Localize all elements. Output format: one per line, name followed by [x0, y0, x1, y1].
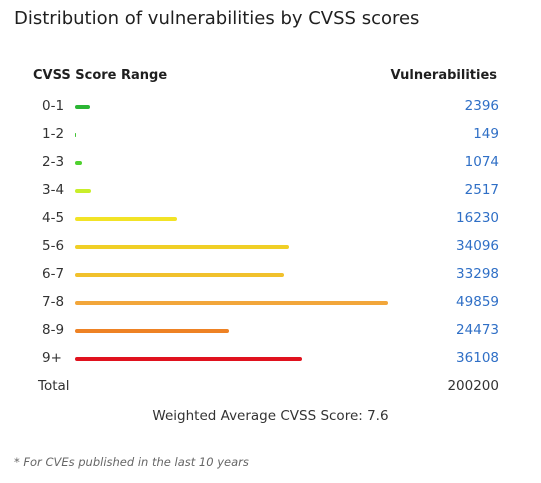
vulnerability-count-link[interactable]: 1074 [464, 154, 499, 170]
cvss-row-2-3: 2-3 1074 [0, 148, 541, 176]
range-label: 1-2 [42, 126, 65, 142]
bar [75, 161, 82, 165]
total-value: 200200 [447, 378, 499, 394]
vulnerability-count-link[interactable]: 149 [473, 126, 499, 142]
range-label: 3-4 [42, 182, 65, 198]
total-row: Total 200200 [0, 378, 541, 398]
cvss-row-1-2: 1-2 149 [0, 120, 541, 148]
total-label: Total [38, 378, 70, 394]
range-label: 9+ [42, 350, 62, 366]
range-label: 7-8 [42, 294, 65, 310]
cvss-row-7-8: 7-8 49859 [0, 288, 541, 316]
range-label: 2-3 [42, 154, 65, 170]
bar [75, 245, 289, 249]
range-label: 4-5 [42, 210, 65, 226]
bar [75, 189, 91, 193]
vulnerability-count-link[interactable]: 36108 [456, 350, 499, 366]
cvss-row-4-5: 4-5 16230 [0, 204, 541, 232]
vulnerability-count-link[interactable]: 2396 [464, 98, 499, 114]
range-label: 0-1 [42, 98, 65, 114]
range-label: 6-7 [42, 266, 65, 282]
weighted-average-label: Weighted Average CVSS Score: 7.6 [152, 408, 389, 424]
bar [75, 217, 177, 221]
vulnerability-count-link[interactable]: 49859 [456, 294, 499, 310]
weighted-average: Weighted Average CVSS Score: 7.6 [0, 408, 541, 424]
chart-title: Distribution of vulnerabilities by CVSS … [14, 8, 420, 29]
bar [75, 357, 302, 361]
range-column-header: CVSS Score Range [33, 68, 168, 83]
count-column-header: Vulnerabilities [390, 68, 497, 83]
footnote: * For CVEs published in the last 10 year… [14, 455, 249, 469]
vulnerability-count-link[interactable]: 33298 [456, 266, 499, 282]
bar [75, 273, 284, 277]
vulnerability-count-link[interactable]: 24473 [456, 322, 499, 338]
bar [75, 105, 90, 109]
bar [75, 301, 388, 305]
cvss-row-3-4: 3-4 2517 [0, 176, 541, 204]
bar [75, 133, 76, 137]
cvss-row-8-9: 8-9 24473 [0, 316, 541, 344]
range-label: 8-9 [42, 322, 65, 338]
range-label: 5-6 [42, 238, 65, 254]
vulnerability-count-link[interactable]: 16230 [456, 210, 499, 226]
cvss-row-9plus: 9+ 36108 [0, 344, 541, 372]
vulnerability-count-link[interactable]: 2517 [464, 182, 499, 198]
cvss-row-0-1: 0-1 2396 [0, 92, 541, 120]
vulnerability-count-link[interactable]: 34096 [456, 238, 499, 254]
cvss-row-5-6: 5-6 34096 [0, 232, 541, 260]
cvss-row-6-7: 6-7 33298 [0, 260, 541, 288]
bar [75, 329, 229, 333]
